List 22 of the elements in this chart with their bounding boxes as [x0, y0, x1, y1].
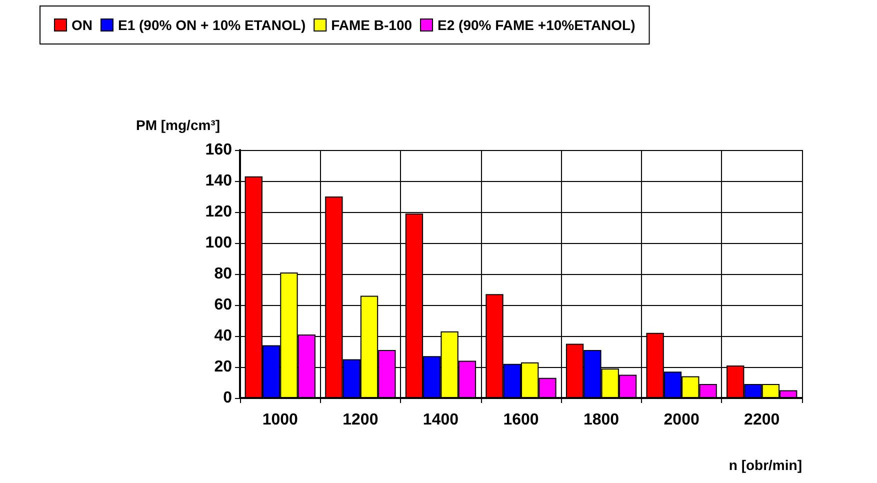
legend-label: E1 (90% ON + 10% ETANOL) — [118, 17, 306, 33]
legend-label: ON — [72, 17, 92, 33]
x-tick-label: 1200 — [342, 412, 378, 428]
y-tick-label: 120 — [205, 204, 232, 220]
x-tick-label: 2000 — [664, 412, 700, 428]
y-tick-label: 140 — [205, 172, 232, 190]
x-tick-label: 2200 — [744, 412, 780, 428]
y-axis-title: PM [mg/cm³] — [136, 117, 220, 133]
y-tick-label: 60 — [214, 296, 232, 314]
y-tick-label: 0 — [223, 390, 232, 406]
x-tick-label: 1000 — [262, 412, 298, 428]
y-tick-label: 20 — [214, 358, 232, 376]
legend-label: E2 (90% FAME +10%ETANOL) — [438, 17, 636, 33]
x-tick-label: 1800 — [583, 412, 620, 428]
y-tick-label: 100 — [205, 234, 232, 252]
y-tick-label: 160 — [205, 142, 232, 158]
x-axis-title: n [obr/min] — [728, 457, 802, 473]
y-tick-label: 80 — [214, 266, 232, 282]
legend-label: FAME B-100 — [331, 17, 412, 33]
x-tick-label: 1600 — [503, 412, 539, 428]
y-tick-label: 40 — [214, 328, 232, 344]
x-tick-label: 1400 — [422, 412, 459, 428]
